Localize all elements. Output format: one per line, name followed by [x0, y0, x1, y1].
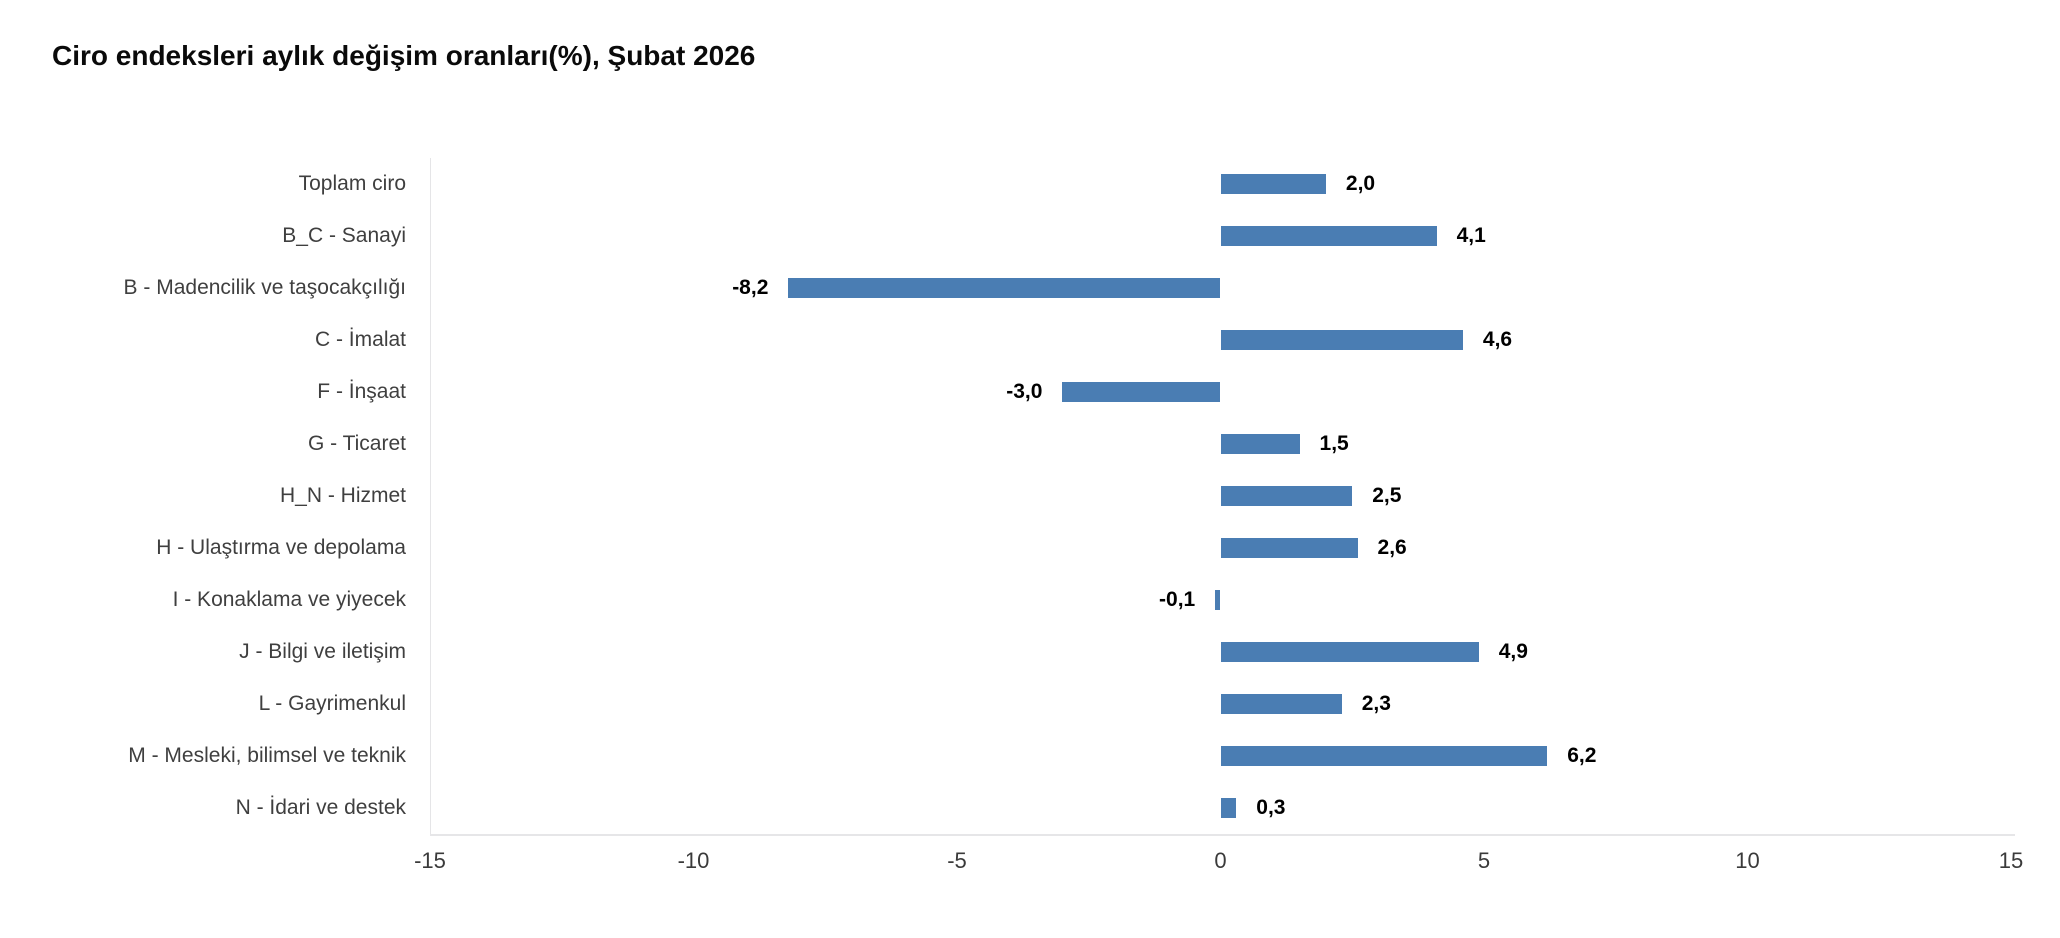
bar[interactable] — [1220, 642, 1479, 662]
category-label: G - Ticaret — [307, 432, 406, 455]
category-label: H_N - Hizmet — [279, 484, 406, 507]
value-label: 4,1 — [1456, 224, 1486, 247]
value-label: -3,0 — [1006, 380, 1043, 403]
value-label: -0,1 — [1159, 588, 1196, 611]
bar[interactable] — [1062, 382, 1221, 402]
x-axis-tick-label: 15 — [1998, 848, 2024, 873]
bar[interactable] — [1215, 590, 1221, 610]
value-label: 2,3 — [1361, 692, 1391, 715]
bar[interactable] — [1220, 538, 1358, 558]
bar[interactable] — [1220, 330, 1463, 350]
value-label: -8,2 — [732, 276, 769, 299]
category-label: C - İmalat — [314, 328, 406, 351]
value-label: 4,6 — [1482, 328, 1513, 351]
x-axis-line — [430, 834, 2015, 836]
value-label: 2,5 — [1372, 484, 1402, 507]
x-axis-tick-label: -15 — [414, 848, 446, 873]
bar[interactable] — [1220, 434, 1300, 454]
bar[interactable] — [1220, 174, 1326, 194]
x-axis-tick-label: -5 — [947, 848, 967, 873]
bar[interactable] — [1220, 486, 1353, 506]
chart-title: Ciro endeksleri aylık değişim oranları(%… — [52, 40, 756, 71]
category-label: B - Madencilik ve taşocakçılığı — [123, 276, 406, 299]
bar[interactable] — [1220, 694, 1342, 714]
category-label: B_C - Sanayi — [282, 224, 406, 247]
category-label: M - Mesleki, bilimsel ve teknik — [128, 744, 406, 767]
category-label: F - İnşaat — [317, 380, 406, 403]
x-axis-tick-label: -10 — [677, 848, 710, 873]
bar[interactable] — [1220, 226, 1437, 246]
value-label: 2,6 — [1377, 536, 1407, 559]
bar[interactable] — [1220, 746, 1548, 766]
x-axis-tick-label: 5 — [1477, 848, 1491, 873]
value-label: 2,0 — [1345, 172, 1376, 195]
category-label: J - Bilgi ve iletişim — [239, 640, 406, 663]
value-label: 1,5 — [1319, 432, 1349, 455]
category-label: L - Gayrimenkul — [258, 692, 406, 715]
category-label: H - Ulaştırma ve depolama — [156, 536, 406, 559]
category-label: I - Konaklama ve yiyecek — [172, 588, 406, 611]
category-label: Toplam ciro — [298, 172, 406, 195]
x-axis-tick-label: 0 — [1214, 848, 1227, 873]
x-axis-tick-label: 10 — [1735, 848, 1760, 873]
value-label: 4,9 — [1498, 640, 1528, 663]
category-label: N - İdari ve destek — [235, 796, 406, 819]
bar[interactable] — [788, 278, 1221, 298]
bar[interactable] — [1220, 798, 1237, 818]
value-label: 0,3 — [1256, 796, 1286, 819]
y-axis-line — [430, 158, 431, 834]
value-label: 6,2 — [1567, 744, 1597, 767]
